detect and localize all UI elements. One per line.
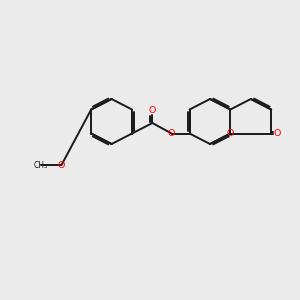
Text: O: O	[273, 129, 280, 138]
Text: O: O	[227, 129, 234, 138]
Text: O: O	[149, 106, 156, 115]
Text: O: O	[58, 160, 65, 169]
Text: O: O	[168, 129, 175, 138]
Text: CH₃: CH₃	[34, 160, 48, 169]
